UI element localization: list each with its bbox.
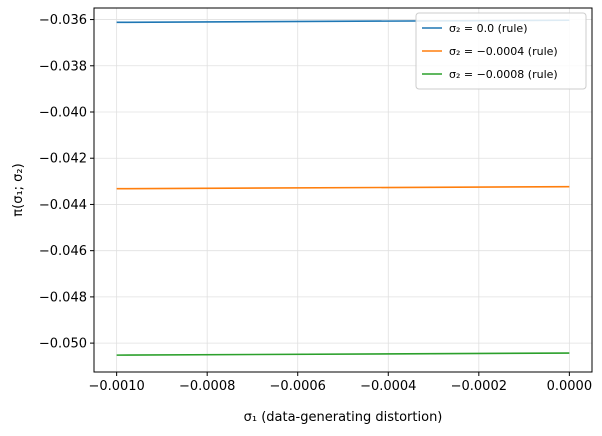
y-tick-label: −0.044 <box>39 198 87 213</box>
x-tick-label: −0.0010 <box>88 379 144 394</box>
legend-label-2: σ₂ = −0.0004 (rule) <box>449 45 558 58</box>
x-tick-label: −0.0002 <box>451 379 507 394</box>
y-axis-label: π(σ₁; σ₂) <box>11 163 26 216</box>
series-line-3 <box>116 352 570 356</box>
y-tick-label: −0.036 <box>39 13 87 28</box>
plot-frame <box>93 7 593 373</box>
x-tick-label: −0.0004 <box>360 379 416 394</box>
x-tick-label: 0.0000 <box>547 379 593 394</box>
x-axis-label: σ₁ (data-generating distortion) <box>244 410 443 425</box>
x-tick-label: −0.0006 <box>270 379 326 394</box>
x-axis-ticks: −0.0010 −0.0008 −0.0006 −0.0004 −0.0002 0.000… <box>88 372 592 394</box>
legend: σ₂ = 0.0 (rule) σ₂ = −0.0004 (rule) σ₂ = −… <box>415 12 587 90</box>
series-line-2 <box>116 185 570 190</box>
legend-box <box>415 12 587 90</box>
y-tick-label: −0.038 <box>39 59 87 74</box>
legend-label-3: σ₂ = −0.0008 (rule) <box>449 68 558 81</box>
y-tick-label: −0.040 <box>39 106 87 121</box>
y-tick-label: −0.048 <box>39 290 87 305</box>
y-axis-ticks: −0.036 −0.038 −0.040 −0.042 −0.044 −0.046 −0.0… <box>39 13 94 352</box>
legend-label-1: σ₂ = 0.0 (rule) <box>449 22 527 35</box>
x-tick-label: −0.0008 <box>179 379 235 394</box>
y-tick-label: −0.042 <box>39 152 87 167</box>
y-tick-label: −0.046 <box>39 244 87 259</box>
y-tick-label: −0.050 <box>39 337 87 352</box>
